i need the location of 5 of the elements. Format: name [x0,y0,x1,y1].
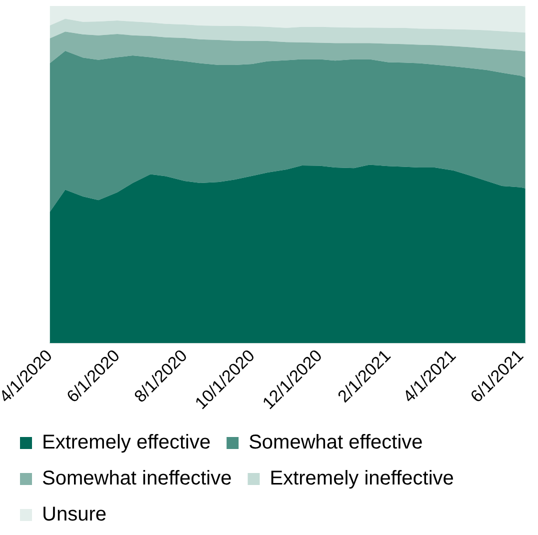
legend-label: Somewhat ineffective [42,468,232,490]
legend-label: Extremely ineffective [270,468,454,490]
legend-label: Unsure [42,504,106,526]
legend-label: Extremely effective [42,432,211,454]
legend-label: Somewhat effective [248,432,423,454]
